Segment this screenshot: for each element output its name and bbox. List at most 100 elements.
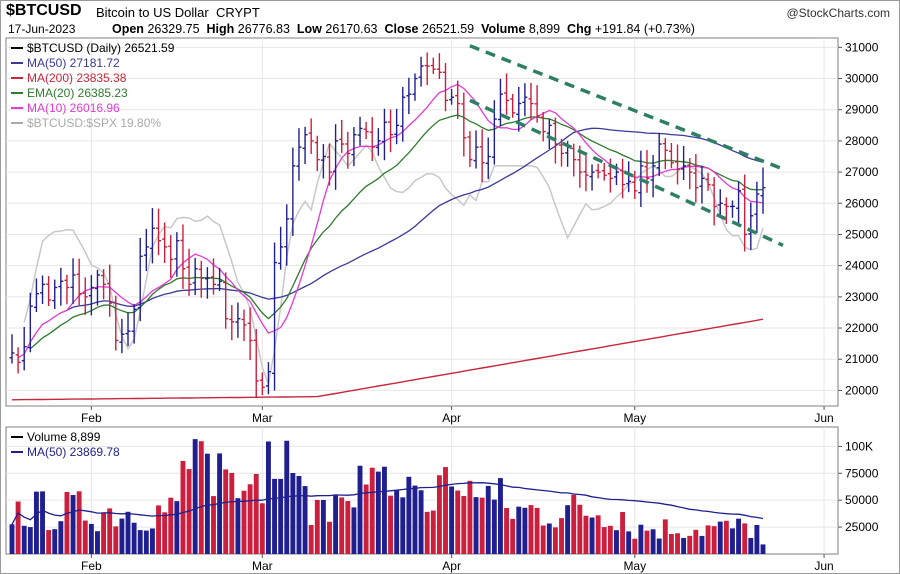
volume-bar <box>461 495 467 554</box>
price-y-tick-label: 27000 <box>845 165 879 179</box>
volume-bar <box>656 538 662 554</box>
price-y-tick-label: 30000 <box>845 72 879 86</box>
volume-value: 8,899 <box>528 22 561 36</box>
volume-bar <box>235 498 241 554</box>
volume-bar <box>278 478 284 554</box>
volume-bar <box>717 521 723 554</box>
legend-entry: $BTCUSD:$SPX 19.80% <box>27 116 161 130</box>
volume-bar <box>559 518 564 554</box>
close-label: Close <box>384 22 419 36</box>
legend-entry: $BTCUSD (Daily) 26521.59 <box>27 41 175 55</box>
volume-bar <box>70 495 76 554</box>
volume-bar <box>40 491 45 554</box>
volume-bar <box>137 530 143 554</box>
price-y-tick-label: 23000 <box>845 290 879 304</box>
chg-label: Chg <box>567 22 592 36</box>
volume-bar <box>436 475 442 554</box>
volume-bar <box>192 439 198 554</box>
volume-bar <box>143 530 149 554</box>
volume-bar <box>64 491 70 554</box>
exchange-text: CRYPT <box>215 5 260 20</box>
copyright-text: @StockCharts.com <box>786 6 890 20</box>
volume-bar <box>198 441 204 554</box>
volume-bar <box>534 507 540 554</box>
volume-bar <box>528 505 534 554</box>
volume-bar <box>650 529 656 554</box>
volume-x-tick-label: Mar <box>252 559 273 573</box>
volume-bar <box>21 525 27 554</box>
volume-bar <box>357 465 363 554</box>
volume-bar <box>583 515 589 554</box>
volume-bar <box>15 501 21 554</box>
volume-bar <box>430 510 436 554</box>
price-x-tick-label: Apr <box>442 411 461 425</box>
volume-bar <box>351 507 357 554</box>
price-panel: FebMarAprMayJunJul2000021000220002300024… <box>5 37 879 425</box>
volume-bar <box>88 523 94 554</box>
description-text: Bitcoin to US Dollar <box>96 5 209 20</box>
chg-value: +191.84 (+0.73%) <box>594 22 695 36</box>
price-y-tick-label: 29000 <box>845 103 879 117</box>
volume-bar <box>552 527 558 554</box>
volume-y-tick-label: 100K <box>845 439 873 453</box>
volume-bar <box>259 503 265 554</box>
volume-bar <box>394 489 400 554</box>
volume-bar <box>546 523 552 554</box>
ma50-line <box>60 127 764 314</box>
legend-entry: Volume 8,899 <box>27 430 101 444</box>
volume-bar <box>265 441 271 554</box>
volume-bar <box>711 526 717 554</box>
volume-bar <box>449 486 455 554</box>
volume-bar <box>754 524 760 554</box>
volume-bar <box>308 525 314 554</box>
volume-bar <box>345 501 351 554</box>
volume-bar <box>174 501 180 554</box>
volume-bar <box>455 490 461 554</box>
volume-bar <box>320 500 326 554</box>
volume-bar <box>52 529 58 554</box>
volume-bar <box>687 535 693 554</box>
legend-entry: MA(10) 26016.96 <box>27 101 120 115</box>
volume-bar <box>510 518 516 554</box>
volume-bar <box>131 522 137 554</box>
volume-bar <box>27 527 33 554</box>
price-y-tick-label: 22000 <box>845 321 879 335</box>
volume-bar <box>760 544 766 554</box>
volume-bar <box>601 527 607 554</box>
low-value: 26170.63 <box>325 22 378 36</box>
volume-bar <box>736 518 742 554</box>
volume-bar <box>314 499 320 554</box>
volume-bar <box>595 515 601 554</box>
legend-entry: MA(200) 23835.38 <box>27 71 127 85</box>
volume-bar <box>369 467 375 554</box>
volume-bar <box>204 453 210 554</box>
ma200-line <box>11 318 764 401</box>
legend-entry: MA(50) 23869.78 <box>27 445 120 459</box>
volume-bar <box>113 526 119 554</box>
volume-bar <box>748 537 754 554</box>
volume-bar <box>211 496 216 554</box>
price-x-tick-label: May <box>623 411 646 425</box>
price-x-tick-label: Jun <box>814 411 833 425</box>
volume-bar <box>681 537 687 554</box>
volume-bar <box>662 519 668 554</box>
volume-bar <box>498 478 503 554</box>
volume-bar <box>302 486 308 554</box>
volume-bar <box>156 505 161 554</box>
volume-bar <box>406 476 412 554</box>
volume-ma50-line <box>11 482 764 525</box>
volume-bar <box>82 520 88 554</box>
volume-bar <box>522 507 528 554</box>
volume-bar <box>76 491 82 554</box>
open-label: Open <box>112 22 144 36</box>
volume-label: Volume <box>481 22 526 36</box>
volume-bar <box>9 524 15 554</box>
price-y-tick-label: 20000 <box>845 383 879 397</box>
volume-bar <box>33 491 39 554</box>
volume-x-tick-label: Jun <box>814 559 833 573</box>
volume-bar <box>632 538 638 554</box>
volume-bar <box>565 505 571 554</box>
open-value: 26329.75 <box>147 22 200 36</box>
volume-bar <box>723 520 729 554</box>
